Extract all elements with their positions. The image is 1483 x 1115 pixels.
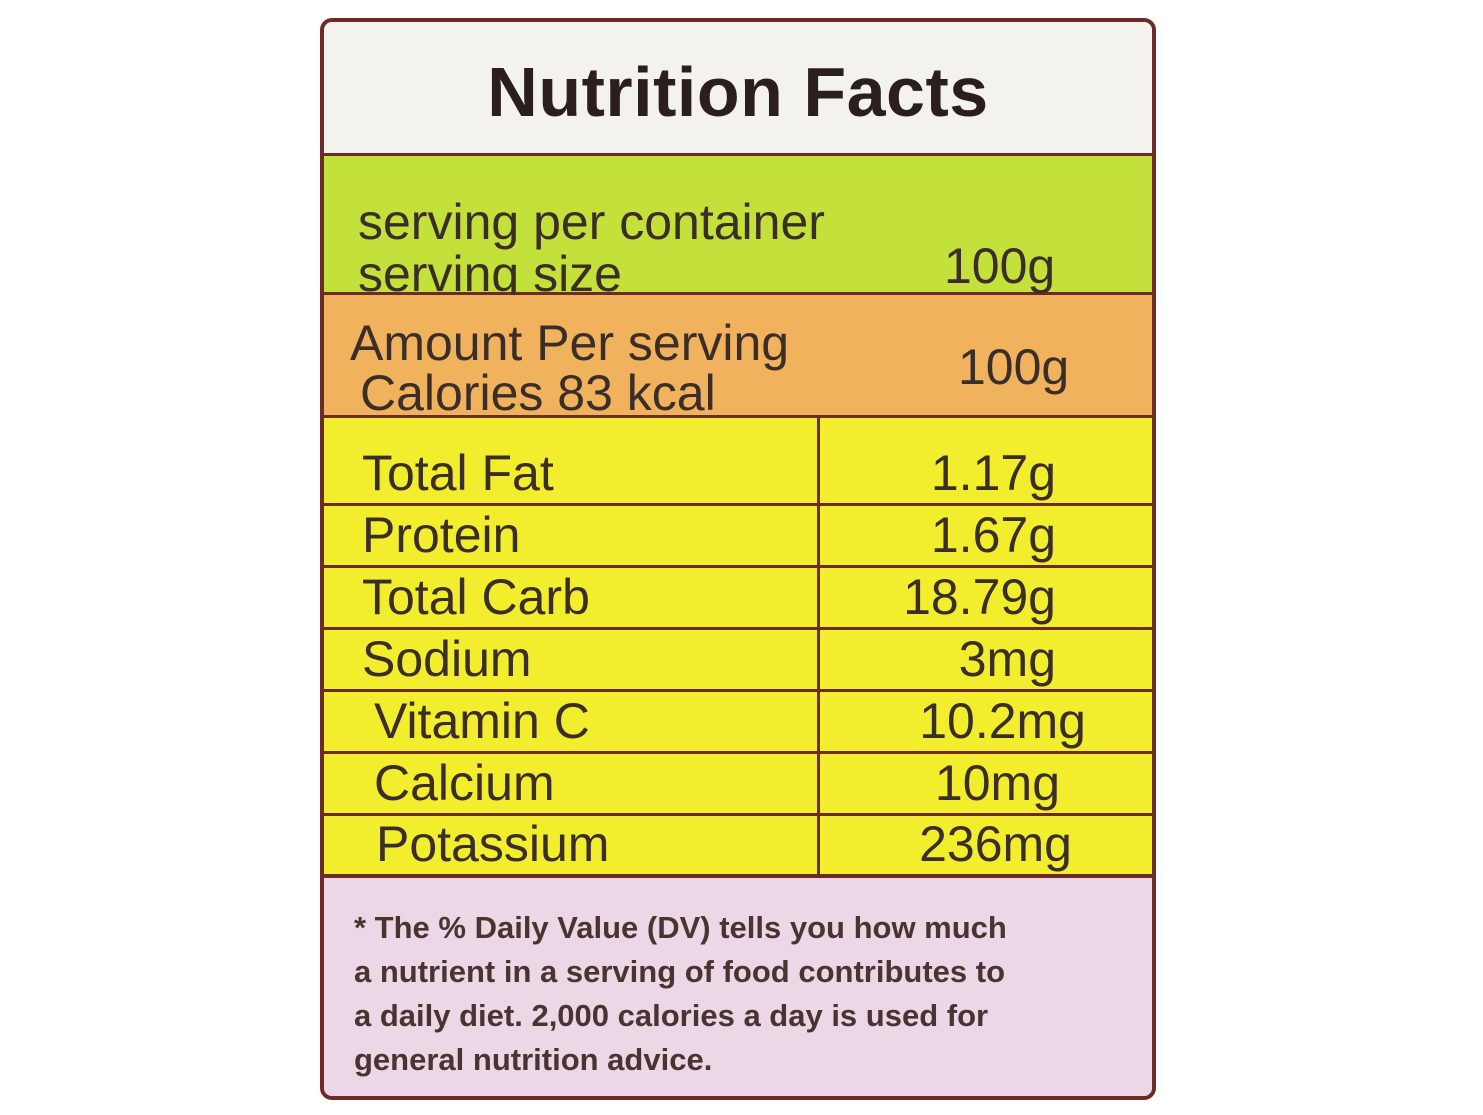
amount-section: Amount Per serving Calories 83 kcal 100g [324, 295, 1152, 421]
nutrient-row: Vitamin C 10.2mg [324, 692, 1152, 754]
nutrient-row: Calcium 10mg [324, 754, 1152, 816]
nutrient-row: Potassium 236mg [324, 816, 1152, 878]
footnote-line: * The % Daily Value (DV) tells you how m… [354, 910, 1007, 945]
calories-label: Calories 83 kcal [360, 365, 716, 421]
serving-per-container-label: serving per container [358, 194, 825, 250]
nutrient-name: Sodium [362, 631, 532, 687]
footnote-line: a daily diet. 2,000 calories a day is us… [354, 998, 989, 1033]
nutrient-value: 3mg [958, 631, 1056, 687]
nutrient-table: Total Fat 1.17g Protein 1.67g Total Carb… [324, 418, 1152, 878]
nutrient-value: 1.17g [930, 445, 1056, 501]
nutrient-value: 10.2mg [919, 693, 1086, 749]
column-divider [817, 418, 820, 878]
nutrient-row: Protein 1.67g [324, 506, 1152, 568]
serving-size-label: serving size [358, 246, 622, 302]
serving-size-value: 100g [944, 238, 1056, 294]
label-title: Nutrition Facts [487, 53, 989, 131]
amount-per-serving-label: Amount Per serving [350, 315, 790, 371]
nutrient-row: Sodium 3mg [324, 630, 1152, 692]
nutrient-row: Total Fat 1.17g [324, 418, 1152, 506]
title-section: Nutrition Facts [324, 22, 1152, 156]
serving-section: serving per container serving size 100g [324, 156, 1152, 300]
nutrition-facts-label: Nutrition Facts serving per container se… [320, 18, 1156, 1100]
nutrient-name: Total Carb [362, 569, 590, 625]
footnote-text: * The % Daily Value (DV) tells you how m… [354, 906, 1124, 1082]
nutrient-name: Vitamin C [374, 693, 590, 749]
nutrient-value: 10mg [934, 755, 1060, 811]
nutrient-name: Potassium [376, 816, 610, 872]
daily-value-footnote: * The % Daily Value (DV) tells you how m… [324, 878, 1152, 1096]
nutrient-value: 236mg [919, 816, 1072, 872]
nutrient-name: Total Fat [362, 445, 554, 501]
nutrient-value: 1.67g [930, 507, 1056, 563]
amount-value: 100g [958, 339, 1070, 395]
nutrient-value: 18.79g [903, 569, 1056, 625]
nutrient-name: Calcium [374, 755, 555, 811]
footnote-line: a nutrient in a serving of food contribu… [354, 954, 1006, 989]
nutrient-row: Total Carb 18.79g [324, 568, 1152, 630]
footnote-line: general nutrition advice. [354, 1042, 713, 1077]
nutrient-name: Protein [362, 507, 521, 563]
